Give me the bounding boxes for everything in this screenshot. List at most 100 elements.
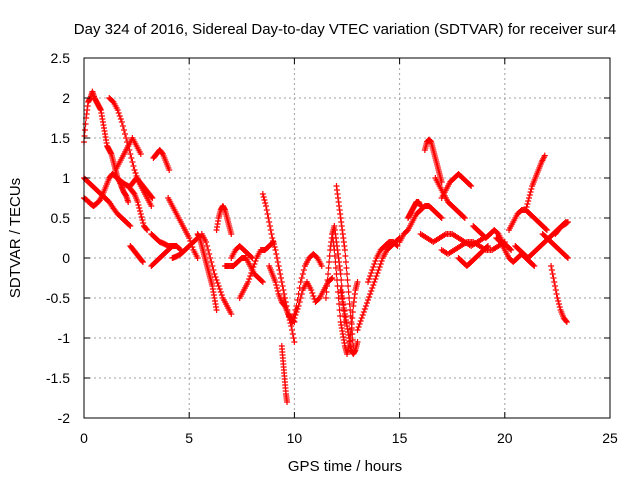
data-point <box>135 202 142 208</box>
data-point <box>543 227 550 233</box>
data-point <box>213 277 220 283</box>
data-point <box>140 220 147 226</box>
data-point <box>341 247 348 253</box>
data-point <box>296 299 303 305</box>
data-point <box>345 283 352 289</box>
data-point <box>137 151 144 157</box>
data-point <box>293 309 300 315</box>
data-point <box>354 339 361 345</box>
data-point <box>259 191 266 197</box>
data-point <box>261 197 268 203</box>
data-point <box>251 261 258 267</box>
data-point <box>204 243 211 249</box>
data-series-arc-14 <box>198 231 235 317</box>
data-point <box>550 275 557 281</box>
data-point <box>336 301 343 307</box>
data-series-arc-31 <box>405 199 424 221</box>
data-point <box>275 263 282 269</box>
data-point <box>347 307 354 313</box>
data-point <box>542 226 549 232</box>
data-point <box>282 303 289 309</box>
data-point <box>525 195 532 201</box>
data-point <box>137 211 144 217</box>
data-series-arc-7 <box>127 243 146 265</box>
data-point <box>214 280 221 286</box>
data-point <box>372 276 379 282</box>
data-point <box>139 258 146 264</box>
data-point <box>211 271 218 277</box>
data-point <box>334 277 341 283</box>
data-point <box>332 265 339 271</box>
data-point <box>324 277 331 283</box>
data-point <box>541 152 548 159</box>
data-point <box>117 116 124 122</box>
y-tick-label: 2 <box>62 90 70 106</box>
x-tick-label: 15 <box>392 430 408 446</box>
data-point <box>365 279 372 285</box>
data-series-arc-41 <box>522 152 548 213</box>
data-point <box>281 299 288 305</box>
data-point <box>279 283 286 289</box>
data-point <box>272 279 279 285</box>
data-point <box>374 270 381 276</box>
data-point <box>210 267 217 273</box>
data-point <box>209 263 216 269</box>
data-point <box>357 318 364 324</box>
data-point <box>126 222 133 228</box>
data-point <box>564 219 571 225</box>
data-point <box>371 279 378 285</box>
data-point <box>349 331 356 337</box>
data-point <box>354 327 361 333</box>
x-tick-label: 25 <box>602 430 618 446</box>
y-tick-label: -1.5 <box>46 370 70 386</box>
data-point <box>467 182 474 188</box>
data-point <box>289 319 296 325</box>
data-point <box>271 244 278 250</box>
data-point <box>207 255 214 261</box>
data-point <box>417 203 424 209</box>
data-point <box>294 306 301 312</box>
data-point <box>355 324 362 330</box>
data-point <box>554 295 561 301</box>
y-tick-label: 0 <box>62 250 70 266</box>
data-point <box>378 258 385 264</box>
data-point <box>372 258 379 264</box>
data-point <box>310 293 317 299</box>
data-point <box>322 295 329 301</box>
data-point <box>248 270 255 276</box>
data-point <box>348 325 355 331</box>
data-point <box>563 254 570 260</box>
data-point <box>460 214 467 220</box>
data-point <box>138 214 145 220</box>
data-point <box>323 289 330 295</box>
data-point <box>461 215 468 221</box>
data-point <box>262 203 269 209</box>
y-tick-label: -1 <box>58 330 71 346</box>
data-series-arc-5 <box>112 135 144 173</box>
data-point <box>548 263 555 269</box>
data-point <box>276 267 283 273</box>
data-point <box>148 194 155 200</box>
data-series-arc-15 <box>213 203 235 237</box>
data-point <box>127 151 134 157</box>
data-point <box>354 279 361 285</box>
data-series-arc-32 <box>421 136 445 185</box>
data-point <box>289 327 296 333</box>
data-series-arc-37 <box>455 243 491 269</box>
data-point <box>131 167 138 173</box>
data-series-arc-39 <box>493 235 538 269</box>
data-point <box>325 265 332 271</box>
data-point <box>365 297 372 303</box>
data-point <box>507 246 514 252</box>
data-point <box>265 215 272 221</box>
data-point <box>114 107 121 113</box>
data-point <box>377 261 384 267</box>
data-point <box>345 289 352 295</box>
data-point <box>331 247 338 253</box>
data-point <box>215 283 222 289</box>
x-axis-label: GPS time / hours <box>288 458 402 475</box>
data-point <box>176 246 183 252</box>
data-point <box>393 242 400 248</box>
data-point <box>524 201 531 207</box>
